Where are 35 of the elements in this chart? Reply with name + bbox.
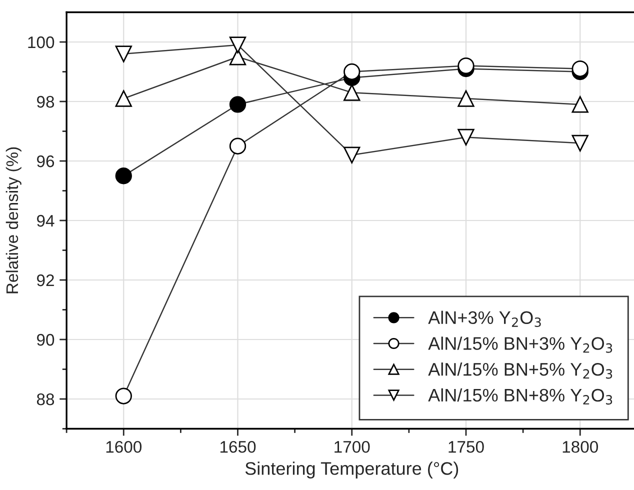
point bbox=[115, 90, 132, 107]
point bbox=[458, 128, 474, 146]
y-tick-label: 100 bbox=[28, 36, 54, 48]
x-tick-label: 1650 bbox=[220, 440, 256, 453]
point bbox=[572, 60, 588, 78]
x-tick-label: 1700 bbox=[334, 440, 370, 453]
point bbox=[115, 388, 132, 404]
legend-label: AlN/15% BN+3% Y$_{2}$O$_{3}$ bbox=[428, 336, 612, 353]
point bbox=[229, 36, 246, 54]
y-tick-label: 92 bbox=[37, 274, 54, 286]
x-tick-label: 1600 bbox=[106, 440, 142, 453]
y-axis-title: Relative density (%) bbox=[6, 147, 22, 294]
point bbox=[458, 57, 474, 74]
point bbox=[229, 138, 246, 154]
point bbox=[344, 146, 360, 164]
x-tick-label: 1800 bbox=[562, 440, 598, 453]
point bbox=[115, 46, 132, 62]
point bbox=[115, 168, 132, 184]
y-tick-label: 96 bbox=[37, 155, 54, 168]
point bbox=[458, 90, 474, 107]
x-axis-title: Sintering Temperature (°C) bbox=[245, 462, 458, 478]
point bbox=[229, 48, 246, 66]
legend-label: AlN+3% Y$_{2}$O$_{3}$ bbox=[428, 310, 541, 327]
point bbox=[229, 96, 246, 113]
point bbox=[344, 84, 360, 101]
y-tick-label: 94 bbox=[37, 214, 54, 227]
y-tick-label: 98 bbox=[37, 96, 54, 108]
point bbox=[572, 134, 588, 152]
legend-label: AlN/15% BN+5% Y$_{2}$O$_{3}$ bbox=[428, 362, 612, 379]
x-tick-label: 1750 bbox=[448, 440, 484, 453]
point bbox=[572, 96, 588, 113]
y-tick-label: 90 bbox=[37, 334, 54, 346]
y-tick-label: 88 bbox=[36, 393, 54, 406]
legend-label: AlN/15% BN+8% Y$_{2}$O$_{3}$ bbox=[428, 388, 612, 405]
point bbox=[344, 63, 360, 80]
